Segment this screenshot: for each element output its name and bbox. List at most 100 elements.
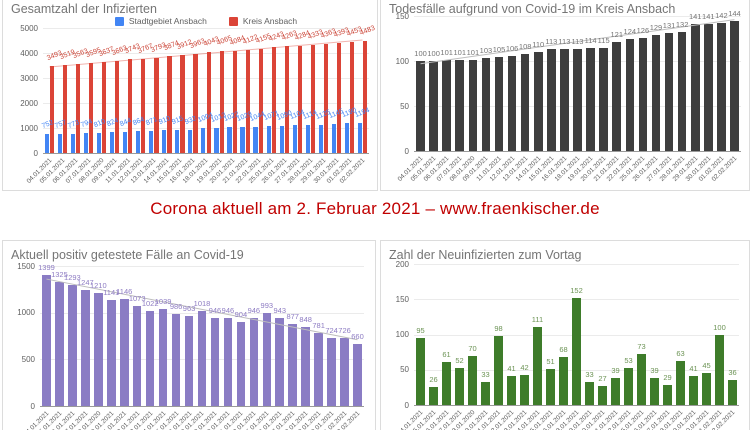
gridline [40, 266, 364, 267]
bar [533, 326, 542, 405]
value-label: 141 [688, 12, 702, 22]
value-label: 108 [518, 41, 532, 51]
value-label: 100 [713, 322, 726, 332]
value-label: 100 [427, 49, 440, 58]
bar [188, 129, 193, 153]
value-label: 141 [702, 12, 715, 22]
bar [262, 313, 272, 406]
bar [197, 311, 207, 406]
bar [136, 131, 141, 153]
bar [102, 62, 107, 153]
value-label: 39 [611, 365, 620, 375]
bar [624, 367, 633, 405]
value-label: 144 [728, 9, 741, 19]
value-label: 103 [479, 46, 493, 56]
bar [611, 377, 620, 405]
bar [702, 373, 711, 405]
x-axis-line [414, 151, 741, 152]
bar [201, 127, 206, 153]
gridline [43, 128, 369, 129]
value-label: 29 [663, 372, 672, 382]
bar [586, 48, 595, 151]
bar [284, 46, 289, 153]
bar [149, 131, 154, 153]
bar [442, 362, 451, 405]
bar [206, 51, 211, 153]
value-label: 68 [559, 345, 568, 355]
value-label: 41 [507, 364, 516, 374]
y-tick-label: 50 [400, 365, 409, 375]
bar [42, 275, 51, 406]
y-tick-label: 100 [395, 330, 409, 339]
bar [81, 289, 90, 406]
bar [533, 52, 543, 151]
bar [162, 130, 167, 153]
value-label: 877 [286, 312, 299, 322]
bar [266, 126, 271, 153]
legend-item-kreis: Kreis Ansbach [228, 16, 297, 26]
value-label: 660 [351, 332, 364, 342]
bar [650, 377, 659, 405]
value-label: 121 [610, 30, 623, 40]
value-label: 142 [715, 11, 728, 21]
bar [50, 65, 55, 153]
bar [468, 355, 477, 405]
value-label: 113 [545, 37, 558, 47]
bar [97, 132, 102, 153]
value-label: 946 [221, 305, 235, 315]
bar [94, 293, 103, 406]
bar [715, 334, 724, 405]
bar [637, 353, 646, 405]
bar [145, 310, 155, 406]
caption: Corona aktuell am 2. Februar 2021 – www.… [150, 199, 600, 218]
value-label: 52 [455, 356, 464, 366]
bar [63, 65, 68, 153]
value-label: 993 [260, 301, 274, 311]
value-label: 904 [234, 309, 248, 319]
bar [68, 285, 77, 406]
value-label: 115 [597, 35, 610, 45]
bar [158, 309, 168, 406]
bar [236, 321, 246, 406]
gridline [414, 264, 739, 265]
value-label: 98 [494, 323, 503, 333]
y-tick-label: 0 [30, 401, 35, 411]
chart-title-deaths: Todesfälle aufgrund von Covid-19 im Krei… [389, 2, 676, 16]
bar [573, 49, 582, 151]
bar [279, 125, 284, 153]
bar [44, 134, 50, 153]
bar [340, 338, 349, 406]
value-label: 100 [414, 49, 427, 58]
y-tick-label: 5000 [20, 23, 38, 33]
gridline [43, 78, 369, 79]
bar [55, 282, 64, 406]
bar [416, 338, 425, 405]
bar [481, 381, 490, 405]
bar [612, 42, 622, 151]
value-label: 111 [531, 314, 544, 324]
chart-title-active-cases: Aktuell positiv getestete Fälle an Covid… [11, 248, 244, 262]
bar [494, 56, 504, 151]
bar [180, 55, 185, 153]
bar [730, 21, 739, 151]
bar [305, 125, 310, 153]
bar [429, 386, 438, 405]
bar [416, 61, 425, 151]
bar [223, 317, 233, 406]
bar [357, 123, 362, 153]
bar [89, 63, 94, 153]
bar [83, 133, 89, 153]
legend-swatch-blue-icon [114, 16, 124, 26]
bar [258, 49, 263, 153]
bar [349, 41, 355, 153]
value-label: 42 [520, 363, 529, 373]
bar [455, 368, 464, 405]
value-label: 106 [505, 43, 519, 53]
bar [219, 51, 224, 153]
bar [249, 317, 259, 406]
value-label: 33 [585, 369, 594, 379]
bar [546, 369, 555, 405]
legend-swatch-red-icon [228, 16, 238, 26]
value-label: 124 [623, 27, 637, 37]
bar [314, 333, 323, 406]
